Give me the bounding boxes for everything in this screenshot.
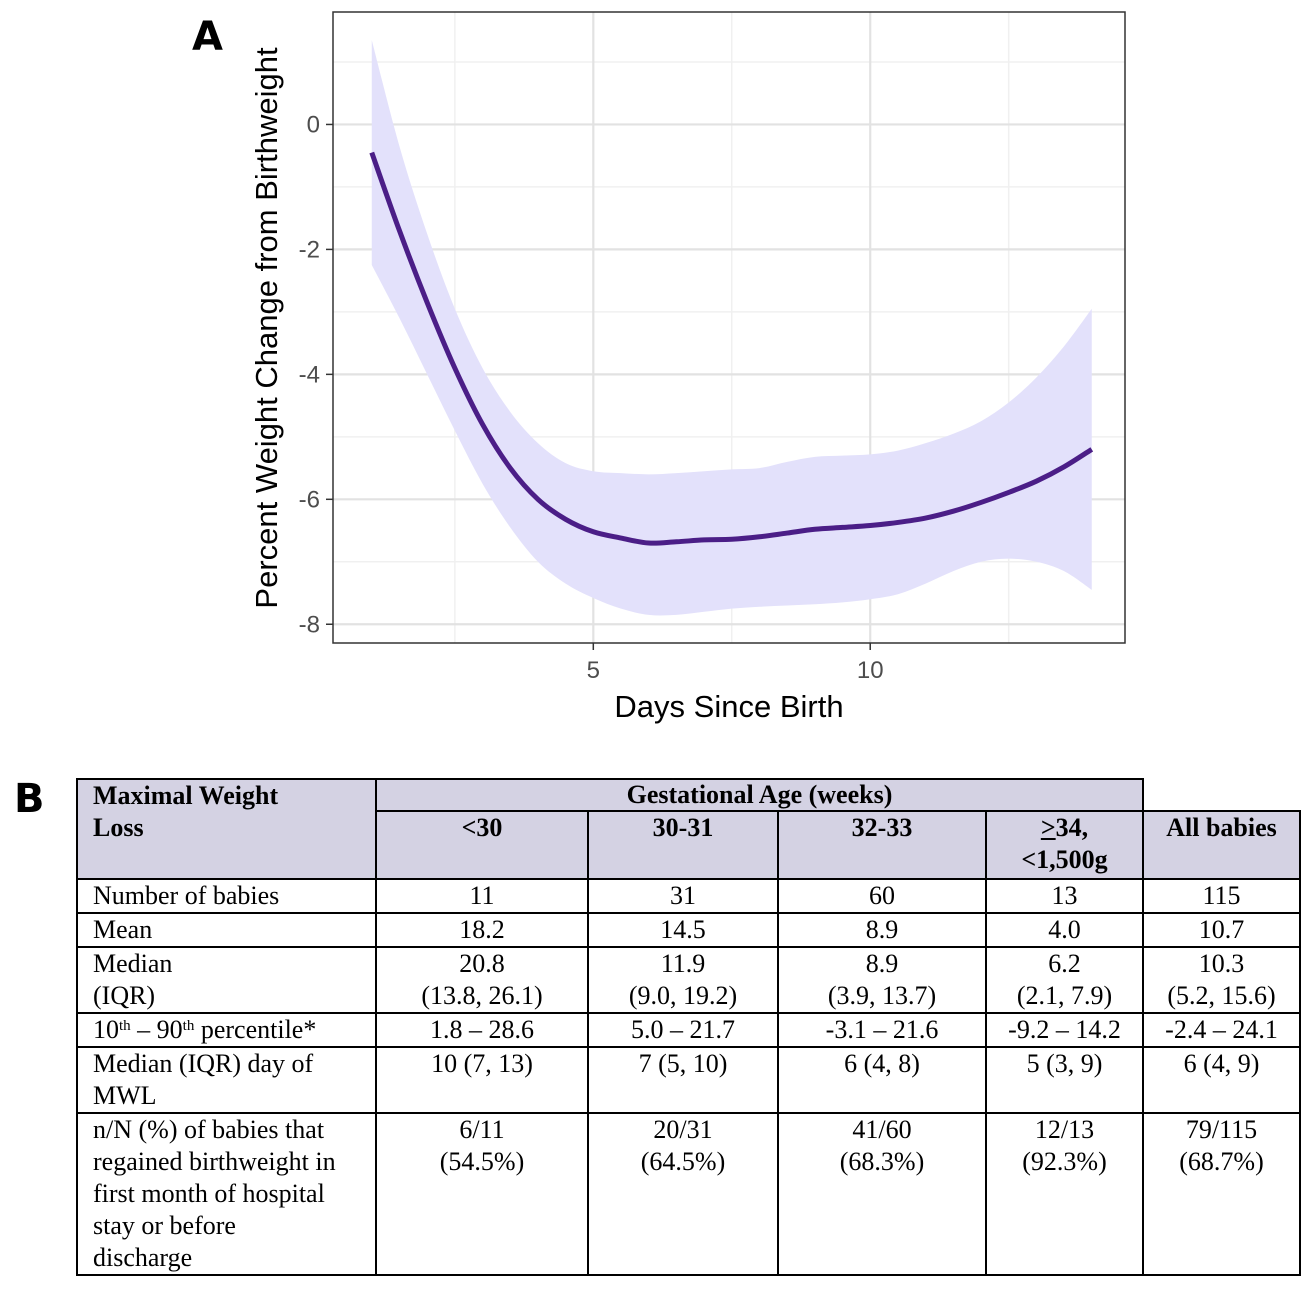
label-line: first month of hospital [93, 1179, 325, 1208]
row-label-mean: Mean [76, 912, 377, 948]
header-blank [1142, 779, 1300, 812]
y-tick-label: 0 [307, 111, 320, 138]
cell: 5.0 – 21.7 [587, 1012, 779, 1048]
cell-line: 41/60 [852, 1115, 912, 1144]
cell-line: 6.2 [1048, 949, 1081, 978]
row-label-median-day: Median (IQR) day of MWL [76, 1046, 377, 1114]
cell: 79/115 (68.7%) [1142, 1112, 1301, 1276]
x-axis-label: Days Since Birth [614, 689, 843, 724]
cell-line: (68.3%) [839, 1147, 925, 1176]
row-label-percentile: 10th – 90th percentile* [76, 1012, 377, 1048]
x-tick-label: 5 [587, 657, 600, 684]
cell: 115 [1142, 878, 1301, 914]
cell-line: 10.3 [1198, 949, 1245, 978]
cell: 10 (7, 13) [375, 1046, 589, 1114]
y-tick-label: -4 [299, 361, 320, 388]
row-label-median: Median (IQR) [76, 946, 377, 1014]
row-label-regained: n/N (%) of babies that regained birthwei… [76, 1112, 377, 1276]
cell: 31 [587, 878, 779, 914]
cell-line: (5.2, 15.6) [1167, 981, 1276, 1010]
label-sup: th [119, 1018, 131, 1034]
cell-line: (68.7%) [1179, 1147, 1264, 1176]
x-tick-label: 10 [857, 657, 884, 684]
label-part: 10 [93, 1015, 119, 1044]
header-ge34-line1: 34, [1055, 813, 1089, 842]
cell-line: 20.8 [459, 949, 505, 978]
cell: 18.2 [375, 912, 589, 948]
label-line: MWL [93, 1081, 157, 1110]
cell-line: (9.0, 19.2) [628, 981, 738, 1010]
cell: 11 [375, 878, 589, 914]
header-ge34-line2: <1,500g [1021, 845, 1108, 874]
header-text: Maximal Weight Loss [93, 781, 279, 842]
label-line: discharge [93, 1243, 193, 1272]
cell: 60 [777, 878, 987, 914]
label-line: Median [93, 949, 173, 978]
label-part: – 90 [130, 1015, 183, 1044]
cell: 10.3 (5.2, 15.6) [1142, 946, 1301, 1014]
panel-label-b: B [14, 776, 45, 822]
cell-line: 20/31 [653, 1115, 713, 1144]
cell-line: (64.5%) [640, 1147, 726, 1176]
label-line: regained birthweight in [93, 1147, 336, 1176]
cell: 10.7 [1142, 912, 1301, 948]
cell: 8.9 [777, 912, 987, 948]
panel-label-a: A [192, 14, 223, 60]
cell: 5 (3, 9) [985, 1046, 1144, 1114]
cell: 41/60 (68.3%) [777, 1112, 987, 1276]
axis-ticks: 5 10 0 -2 -4 -6 -8 [299, 111, 884, 684]
cell-line: 12/13 [1034, 1115, 1095, 1144]
y-tick-label: -2 [299, 236, 320, 263]
weight-change-chart: 5 10 0 -2 -4 -6 -8 Days Since Birth Percent We… [249, 11, 1126, 724]
cell: -2.4 – 24.1 [1142, 1012, 1301, 1048]
series-line [369, 151, 1094, 546]
cell: 20.8 (13.8, 26.1) [375, 946, 589, 1014]
cell-line: (13.8, 26.1) [421, 981, 543, 1010]
cell-line: (54.5%) [439, 1147, 525, 1176]
confidence-band [371, 40, 1092, 616]
cell: 6/11 (54.5%) [375, 1112, 589, 1276]
cell: -9.2 – 14.2 [985, 1012, 1144, 1048]
cell: 6 (4, 8) [777, 1046, 987, 1114]
row-label-number: Number of babies [76, 878, 377, 914]
y-tick-label: -8 [299, 611, 320, 638]
header-all-babies: All babies [1142, 810, 1301, 880]
cell-line: (92.3%) [1022, 1147, 1107, 1176]
cell: -3.1 – 21.6 [777, 1012, 987, 1048]
cell: 12/13 (92.3%) [985, 1112, 1144, 1276]
label-line: Median (IQR) day of [93, 1049, 314, 1078]
cell-line: 8.9 [865, 949, 899, 978]
cell: 1.8 – 28.6 [375, 1012, 589, 1048]
cell: 4.0 [985, 912, 1144, 948]
geq-symbol: > [1040, 813, 1056, 842]
label-part: percentile* [194, 1015, 317, 1044]
cell: 8.9 (3.9, 13.7) [777, 946, 987, 1014]
label-line: (IQR) [93, 981, 156, 1010]
cell: 6.2 (2.1, 7.9) [985, 946, 1144, 1014]
header-ge34: >34, <1,500g [985, 810, 1144, 880]
y-axis-label: Percent Weight Change from Birthweight [249, 47, 284, 609]
header-32-33: 32-33 [777, 810, 987, 880]
header-30-31: 30-31 [587, 810, 779, 880]
cell: 6 (4, 9) [1142, 1046, 1301, 1114]
cell: 13 [985, 878, 1144, 914]
cell: 11.9 (9.0, 19.2) [587, 946, 779, 1014]
cell: 7 (5, 10) [587, 1046, 779, 1114]
cell-line: 6/11 [459, 1115, 505, 1144]
header-maximal-weight-loss: Maximal Weight Loss [76, 778, 377, 880]
header-lt30: <30 [375, 810, 589, 880]
mwl-table: Maximal Weight Loss Gestational Age (wee… [76, 778, 1301, 1276]
cell: 20/31 (64.5%) [587, 1112, 779, 1276]
label-sup: th [182, 1018, 195, 1034]
label-line: stay or before [93, 1211, 236, 1240]
plot-border [332, 11, 1126, 644]
cell-line: (2.1, 7.9) [1016, 981, 1113, 1010]
label-line: n/N (%) of babies that [93, 1115, 325, 1144]
cell: 14.5 [587, 912, 779, 948]
y-tick-label: -6 [299, 486, 320, 513]
cell-line: 79/115 [1185, 1115, 1258, 1144]
cell-line: (3.9, 13.7) [827, 981, 937, 1010]
header-gestational-age: Gestational Age (weeks) [375, 778, 1144, 812]
cell-line: 11.9 [660, 949, 706, 978]
